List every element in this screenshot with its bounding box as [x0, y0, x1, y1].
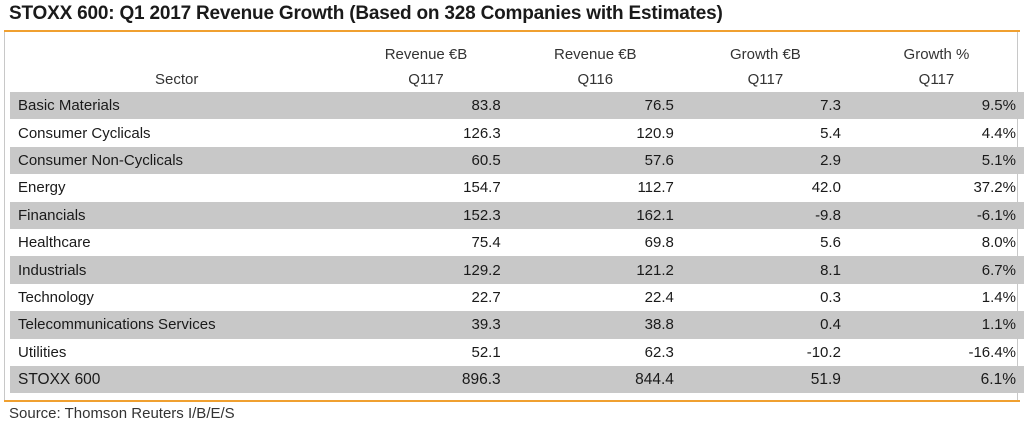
total-cell-rev-q116: 844.4	[508, 365, 682, 394]
cell-growth-eur: 7.3	[681, 92, 849, 120]
cell-sector: Financials	[10, 201, 344, 229]
table-row: Energy 154.7 112.7 42.0 37.2%	[10, 174, 1024, 201]
cell-rev-q116: 22.4	[644, 288, 674, 306]
cell-rev-q117: 52.1	[471, 343, 501, 361]
table-row: Healthcare 75.4 69.8 5.6 8.0%	[10, 229, 1024, 256]
header-growth-pct-l2: Q117	[918, 71, 955, 88]
source-note: Source: Thomson Reuters I/B/E/S	[9, 405, 235, 422]
cell-growth-eur: -10.2	[806, 343, 841, 361]
table-row: Utilities 52.1 62.3 -10.2 -16.4%	[10, 339, 1024, 366]
cell-growth-eur: 42.0	[811, 179, 841, 197]
cell-growth-eur: 0.4	[681, 311, 849, 339]
cell-sector: Consumer Cyclicals	[18, 124, 151, 142]
cell-rev-q116: 57.6	[508, 146, 682, 175]
cell-rev-q117: 129.2	[343, 256, 509, 284]
cell-growth-pct: 5.1%	[848, 146, 1024, 175]
header-rev-q117-l1: Revenue €B	[384, 46, 468, 63]
table-row: Telecommunications Services 39.3 38.8 0.4 1.…	[10, 311, 1024, 339]
cell-growth-eur: 0.3	[820, 288, 841, 306]
page-title: STOXX 600: Q1 2017 Revenue Growth (Based…	[9, 3, 723, 24]
cell-sector: Telecommunications Services	[10, 311, 344, 339]
cell-rev-q116: 120.9	[636, 124, 674, 142]
cell-sector: Energy	[18, 179, 66, 197]
cell-sector: Utilities	[18, 343, 67, 361]
total-cell-rev-q117: 896.3	[343, 365, 509, 394]
cell-growth-pct: 1.4%	[981, 288, 1016, 306]
cell-growth-pct: -16.4%	[968, 343, 1016, 361]
cell-rev-q116: 62.3	[644, 343, 674, 361]
cell-rev-q117: 83.8	[343, 92, 509, 120]
header-sector: Sector	[154, 71, 199, 88]
total-row: STOXX 600 896.3 844.4 51.9 6.1%	[10, 365, 1024, 394]
top-accent-rule	[4, 30, 1020, 32]
cell-growth-pct: 6.7%	[848, 256, 1024, 284]
cell-rev-q117: 152.3	[343, 201, 509, 229]
cell-rev-q117: 39.3	[343, 311, 509, 339]
header-growth-eur-l1: Growth €B	[729, 46, 801, 63]
cell-sector: Technology	[18, 288, 94, 306]
cell-rev-q117: 22.7	[471, 288, 501, 306]
cell-rev-q116: 69.8	[644, 234, 674, 252]
header-rev-q116-l2: Q116	[577, 71, 614, 88]
table-row: Technology 22.7 22.4 0.3 1.4%	[10, 284, 1024, 311]
cell-growth-eur: 2.9	[681, 146, 849, 175]
header-row-2: Sector Q117 Q116 Q117 Q117	[10, 67, 1024, 92]
header-growth-pct-l1: Growth %	[903, 46, 970, 63]
cell-sector: Industrials	[10, 256, 344, 284]
table-row: Basic Materials 83.8 76.5 7.3 9.5%	[10, 92, 1024, 120]
total-cell-growth-eur: 51.9	[681, 365, 849, 394]
bottom-accent-rule	[4, 400, 1020, 402]
cell-growth-pct: 4.4%	[981, 124, 1016, 142]
cell-growth-pct: 1.1%	[848, 311, 1024, 339]
cell-rev-q117: 126.3	[463, 124, 501, 142]
header-rev-q117-l2: Q117	[408, 71, 444, 88]
header-sector-spacer	[10, 42, 343, 67]
total-cell-sector: STOXX 600	[10, 365, 344, 394]
table-row: Consumer Non-Cyclicals 60.5 57.6 2.9 5.1%	[10, 146, 1024, 175]
table-row: Consumer Cyclicals 126.3 120.9 5.4 4.4%	[10, 119, 1024, 146]
cell-rev-q116: 112.7	[637, 179, 674, 197]
cell-sector: Basic Materials	[10, 92, 344, 120]
cell-rev-q117: 75.4	[471, 234, 501, 252]
cell-sector: Healthcare	[18, 234, 91, 252]
header-growth-eur-l2: Q117	[747, 71, 784, 88]
cell-rev-q117: 60.5	[343, 146, 509, 175]
revenue-growth-table: Revenue €B Revenue €B Growth €B Growth %…	[10, 42, 1024, 394]
table-row: Industrials 129.2 121.2 8.1 6.7%	[10, 256, 1024, 284]
cell-growth-pct: 9.5%	[848, 92, 1024, 120]
cell-rev-q116: 38.8	[508, 311, 682, 339]
header-rev-q116-l1: Revenue €B	[554, 46, 637, 63]
cell-growth-pct: 37.2%	[973, 179, 1016, 197]
cell-growth-eur: 5.4	[820, 124, 841, 142]
cell-rev-q116: 76.5	[508, 92, 682, 120]
cell-sector: Consumer Non-Cyclicals	[10, 146, 344, 175]
cell-growth-eur: 8.1	[681, 256, 849, 284]
table-row: Financials 152.3 162.1 -9.8 -6.1%	[10, 201, 1024, 229]
cell-rev-q116: 121.2	[508, 256, 682, 284]
cell-growth-eur: 5.6	[820, 234, 841, 252]
header-row-1: Revenue €B Revenue €B Growth €B Growth %	[10, 42, 1024, 67]
cell-growth-pct: 8.0%	[981, 234, 1016, 252]
cell-growth-eur: -9.8	[681, 201, 849, 229]
cell-growth-pct: -6.1%	[848, 201, 1024, 229]
cell-rev-q117: 154.7	[463, 179, 501, 197]
total-cell-growth-pct: 6.1%	[848, 365, 1024, 394]
cell-rev-q116: 162.1	[508, 201, 682, 229]
